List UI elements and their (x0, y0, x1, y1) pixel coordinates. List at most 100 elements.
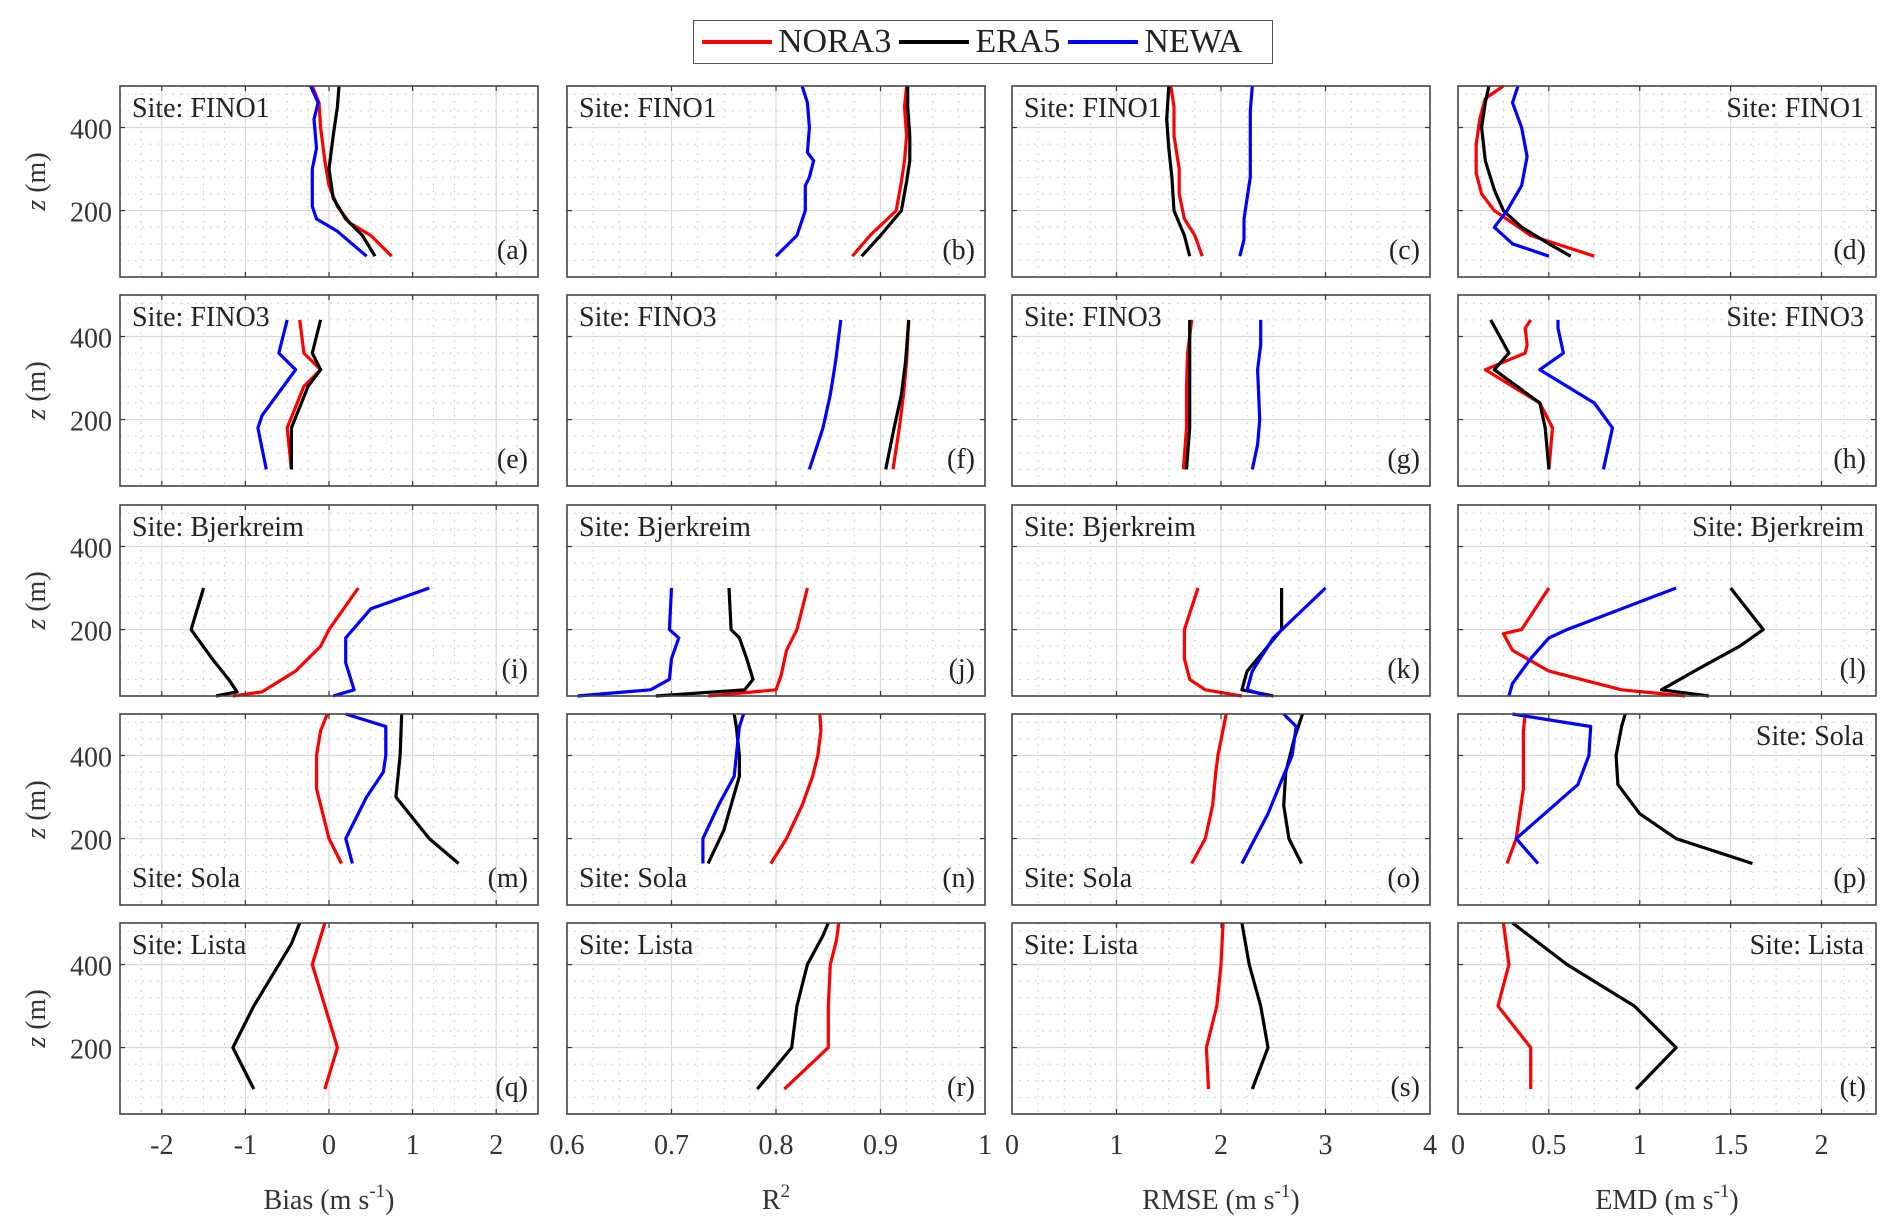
panel-label: (q) (495, 1072, 528, 1103)
y-tick-label: 400 (70, 115, 112, 146)
x-tick-label: 2 (1214, 1130, 1228, 1161)
series-line-era5 (189, 587, 239, 698)
y-axis-label-var: z (21, 402, 52, 421)
y-tick-label: 200 (70, 826, 112, 857)
axes-frame (119, 504, 539, 697)
panel-label: (o) (1387, 863, 1420, 894)
panel-label: (p) (1833, 863, 1866, 894)
x-tick-label: 1 (1110, 1130, 1124, 1161)
y-tick-label: 400 (70, 952, 112, 983)
series-line-newa (332, 586, 430, 698)
series-line-era5 (1489, 319, 1551, 470)
axes-frame (119, 713, 539, 906)
series-line-newa (1507, 586, 1677, 697)
series-line-era5 (1659, 587, 1765, 698)
site-label: Site: FINO1 (1726, 93, 1864, 124)
series-line-newa (807, 319, 843, 470)
series-line-era5 (860, 86, 912, 258)
x-tick-label: 3 (1319, 1130, 1333, 1161)
axes-frame (1011, 504, 1431, 697)
series-line-newa (1492, 85, 1550, 258)
legend: NORA3 ERA5 NEWA (693, 20, 1273, 64)
y-axis-label-unit: (m) (21, 152, 52, 192)
x-axis-label-main: Bias (m s (264, 1185, 370, 1216)
axes-frame (1011, 85, 1431, 278)
panel-background (1458, 86, 1876, 277)
x-axis-label-superscript: 2 (781, 1181, 791, 1202)
series-line-nora3 (314, 713, 343, 865)
series-line-nora3 (1169, 85, 1204, 257)
panel-label: (b) (942, 235, 975, 266)
y-axis-label-unit: (m) (21, 989, 52, 1029)
series-line-newa (774, 85, 816, 258)
x-axis-label-superscript: -1 (1275, 1181, 1291, 1202)
y-axis-label: z (m) (21, 361, 52, 420)
series-line-nora3 (1505, 713, 1527, 865)
series-line-newa (256, 319, 298, 470)
y-axis-label-unit: (m) (21, 361, 52, 401)
series-line-nora3 (310, 85, 393, 258)
x-axis-label-tail: ) (1290, 1185, 1299, 1216)
panel-label: (f) (947, 444, 975, 475)
x-tick-label: 0.9 (863, 1130, 898, 1161)
series-line-era5 (1480, 85, 1572, 258)
x-tick-label: 1 (406, 1130, 420, 1161)
series-line-era5 (884, 319, 911, 470)
axes-frame (1457, 294, 1877, 487)
y-axis-label: z (m) (21, 152, 52, 211)
site-label: Site: FINO3 (1024, 302, 1162, 333)
y-axis-label-var: z (21, 1030, 52, 1049)
series-line-newa (1250, 319, 1263, 470)
y-axis-label: z (m) (21, 571, 52, 630)
legend-label-era5: ERA5 (975, 23, 1061, 60)
x-tick-label: 1.5 (1713, 1130, 1748, 1161)
axes-frame (1011, 713, 1431, 906)
x-axis-label: RMSE (m s-1) (1142, 1181, 1299, 1216)
series-line-nora3 (232, 587, 360, 698)
y-axis-label-var: z (21, 821, 52, 840)
panel-label: (l) (1840, 654, 1866, 685)
panel-label: (k) (1387, 654, 1420, 685)
y-tick-label: 200 (70, 1035, 112, 1066)
y-tick-label: 400 (70, 324, 112, 355)
axes-frame (566, 504, 986, 697)
series-line-era5 (231, 922, 302, 1090)
series-line-era5 (655, 587, 755, 698)
series-line-newa (1238, 85, 1254, 257)
panel-label: (e) (497, 444, 528, 475)
axes-frame (1457, 713, 1877, 906)
panel-label: (i) (502, 654, 528, 685)
x-axis-label-superscript: -1 (1714, 1181, 1730, 1202)
site-label: Site: Sola (1756, 721, 1865, 752)
panel-label: (a) (497, 235, 528, 266)
x-tick-label: 4 (1423, 1130, 1437, 1161)
series-line-era5 (289, 319, 323, 470)
series-line-era5 (706, 713, 741, 865)
site-label: Site: Bjerkreim (1692, 512, 1864, 543)
x-axis-label-main: EMD (m s (1595, 1185, 1713, 1216)
axes-frame (566, 294, 986, 487)
panel-label: (t) (1840, 1072, 1866, 1103)
site-label: Site: FINO3 (1726, 302, 1864, 333)
series-line-newa (1245, 586, 1327, 698)
y-tick-label: 200 (70, 198, 112, 229)
site-label: Site: Lista (1750, 930, 1865, 961)
y-axis-label-unit: (m) (21, 780, 52, 820)
y-tick-label: 400 (70, 743, 112, 774)
y-axis-label: z (m) (21, 989, 52, 1048)
series-line-nora3 (1483, 319, 1555, 470)
x-tick-label: 0 (1005, 1130, 1019, 1161)
site-label: Site: FINO1 (132, 93, 270, 124)
series-line-nora3 (1204, 922, 1225, 1090)
x-tick-label: 2 (1814, 1130, 1828, 1161)
series-line-nora3 (285, 319, 323, 470)
y-axis-label-unit: (m) (21, 571, 52, 611)
legend-swatch-era5 (899, 40, 970, 44)
panel-label: (g) (1387, 444, 1420, 475)
panel-label: (h) (1833, 444, 1866, 475)
legend-item-nora3: NORA3 (702, 25, 891, 59)
x-axis-label: Bias (m s-1) (264, 1181, 395, 1216)
site-label: Site: Sola (132, 863, 241, 894)
axes-frame (1011, 922, 1431, 1115)
